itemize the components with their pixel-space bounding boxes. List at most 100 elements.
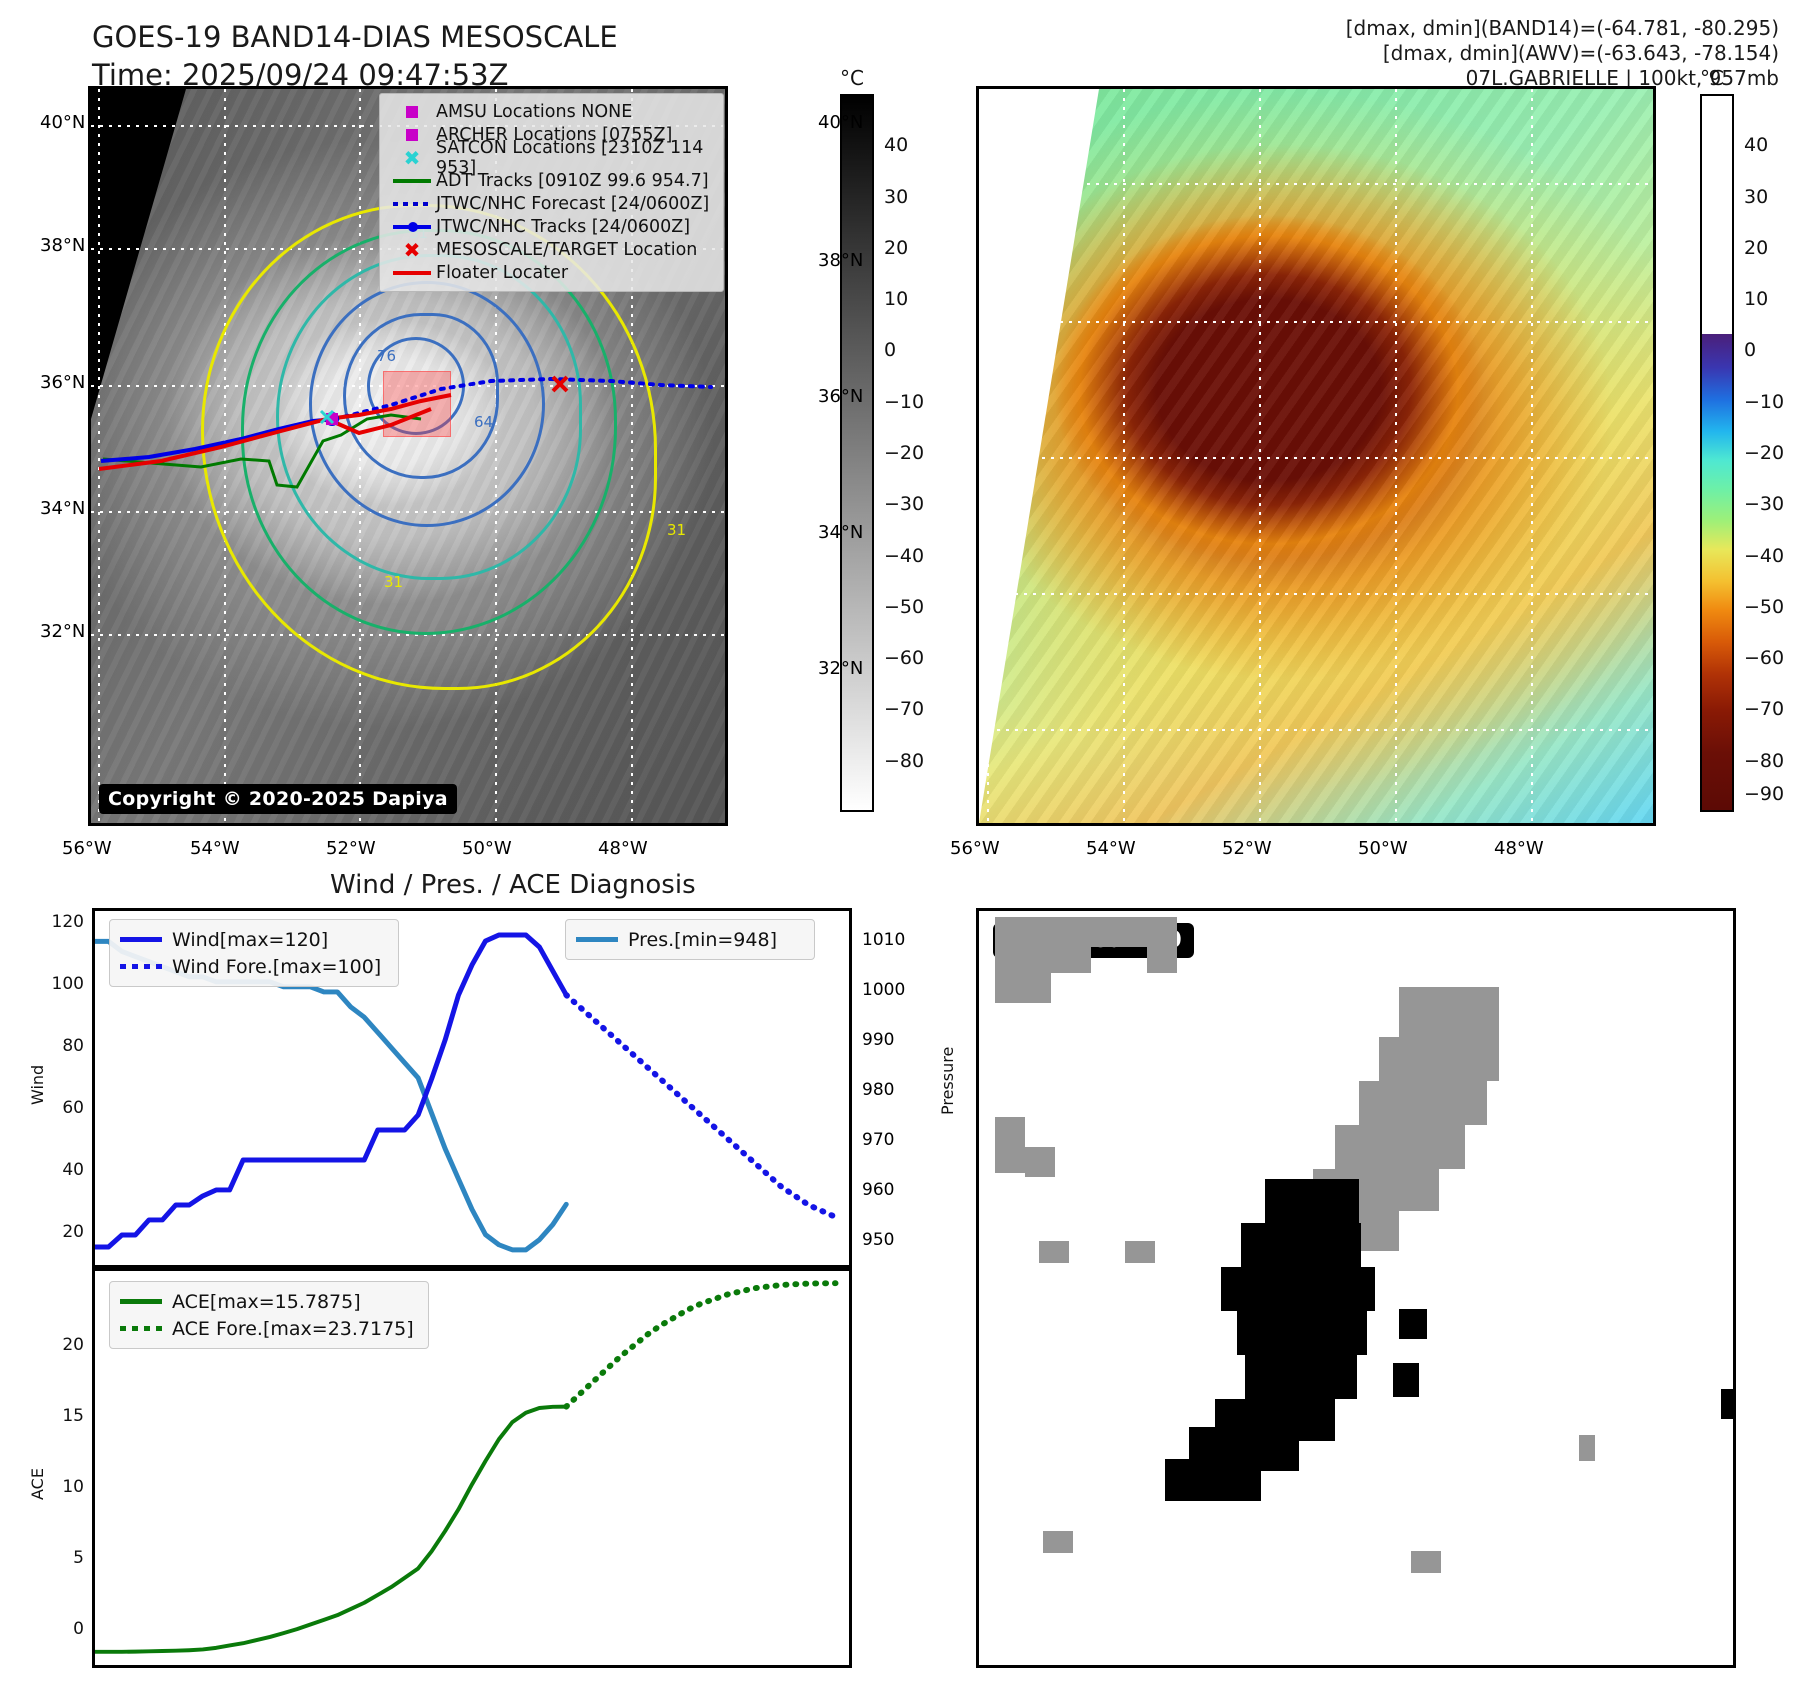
ace-legend-item-actual[interactable]: ACE[max=15.7875] bbox=[120, 1288, 418, 1315]
wmg-black-cell bbox=[1265, 1179, 1359, 1223]
wind-legend: Wind[max=120] Wind Fore.[max=100] bbox=[109, 919, 399, 987]
pressure-legend-label: Pres.[min=948] bbox=[628, 928, 777, 951]
right-lon-tick-48: 48°W bbox=[1494, 838, 1544, 859]
ace-ytick-5: 5 bbox=[73, 1548, 84, 1568]
left-colorbar-ticks: 40 30 20 10 0 −10 −20 −30 −40 −50 −60 −7… bbox=[884, 134, 925, 772]
right-gridline-lon-48 bbox=[1531, 89, 1533, 823]
ace-plot-area bbox=[95, 1280, 839, 1654]
pres-ytick-980: 980 bbox=[862, 1080, 895, 1100]
right-lat-tick-34: 34°N bbox=[818, 522, 864, 543]
ace-solid-line-icon bbox=[120, 1299, 172, 1304]
legend-item-satcon[interactable]: ✖ SATCON Locations [2310Z 114 953] bbox=[388, 138, 715, 178]
wind-dotted-line-icon bbox=[120, 964, 172, 969]
pres-ytick-950: 950 bbox=[862, 1230, 895, 1250]
left-lon-tick-56: 56°W bbox=[62, 838, 112, 859]
pres-ytick-990: 990 bbox=[862, 1030, 895, 1050]
wmg-black-cell bbox=[1399, 1309, 1427, 1339]
mesoscale-target-marker bbox=[551, 375, 569, 393]
left-ir-map-panel[interactable]: 31 76 64 31 31 AMSU Locations NONE ARCHE… bbox=[88, 86, 728, 826]
legend-label-archer: ARCHER Locations [0755Z] bbox=[436, 124, 673, 145]
wind-pressure-chart[interactable]: Wind[max=120] Wind Fore.[max=100] Pres.[… bbox=[92, 908, 852, 1268]
legend-item-mesoscale[interactable]: ✖ MESOSCALE/TARGET Location bbox=[388, 238, 715, 261]
contour-label-64: 64 bbox=[474, 413, 494, 431]
wmg-black-cell bbox=[1721, 1389, 1733, 1419]
ace-legend-item-forecast[interactable]: ACE Fore.[max=23.7175] bbox=[120, 1315, 418, 1342]
legend-label-mesoscale: MESOSCALE/TARGET Location bbox=[436, 239, 698, 260]
pressure-legend-item[interactable]: Pres.[min=948] bbox=[576, 926, 804, 953]
right-gridline-lon-50 bbox=[1395, 89, 1397, 823]
ace-ytick-20: 20 bbox=[62, 1335, 84, 1355]
wmg-grey-cell bbox=[1335, 1125, 1465, 1169]
adt-track-line bbox=[102, 413, 422, 489]
wmg-grey-cell bbox=[995, 1117, 1025, 1173]
legend-item-floater[interactable]: Floater Locater bbox=[388, 261, 715, 284]
legend-item-archer[interactable]: ARCHER Locations [0755Z] bbox=[388, 123, 715, 146]
diagnosis-title: Wind / Pres. / ACE Diagnosis bbox=[330, 870, 696, 900]
contour-label-31c: 31 bbox=[667, 521, 687, 539]
satcon-location-marker bbox=[319, 409, 335, 425]
wind-yaxis: 120 100 80 60 40 20 bbox=[10, 908, 84, 1268]
wind-legend-label-forecast: Wind Fore.[max=100] bbox=[172, 955, 382, 978]
right-lat-tick-40: 40°N bbox=[818, 112, 864, 133]
right-gridline-lat-34 bbox=[979, 593, 1653, 595]
pressure-yaxis: 1010 1000 990 980 970 960 950 bbox=[862, 908, 952, 1268]
gridline-lon-56 bbox=[98, 89, 100, 823]
wind-legend-item-actual[interactable]: Wind[max=120] bbox=[120, 926, 388, 953]
wmg-black-cell bbox=[1221, 1267, 1375, 1311]
wind-solid-line-icon bbox=[120, 937, 172, 942]
ace-axis-label: ACE bbox=[28, 1468, 47, 1500]
left-lon-tick-52: 52°W bbox=[326, 838, 376, 859]
left-lat-tick-38: 38°N bbox=[40, 235, 86, 256]
right-lat-tick-32: 32°N bbox=[818, 658, 864, 679]
wind-ytick-100: 100 bbox=[51, 974, 84, 994]
wind-ytick-20: 20 bbox=[62, 1222, 84, 1242]
pressure-axis-label: Pressure bbox=[938, 1046, 957, 1115]
legend-item-amsu[interactable]: AMSU Locations NONE bbox=[388, 100, 715, 123]
page-title: GOES-19 BAND14-DIAS MESOSCALE Time: 2025… bbox=[92, 18, 852, 94]
wmg-black-cell bbox=[1393, 1363, 1419, 1397]
wmg-grey-cell bbox=[1359, 1081, 1487, 1125]
wmg-black-cell bbox=[1245, 1355, 1357, 1399]
right-gridline-lat-40 bbox=[979, 183, 1653, 185]
wmg-grey-cell bbox=[1025, 1147, 1055, 1177]
left-colorbar-unit: °C bbox=[840, 66, 864, 90]
amsu-square-icon bbox=[388, 105, 436, 118]
copyright-badge: Copyright © 2020-2025 Dapiya bbox=[99, 784, 457, 814]
wmg-grey-cell bbox=[1399, 987, 1499, 1037]
wmg-black-cell bbox=[1237, 1311, 1367, 1355]
satcon-x-icon: ✖ bbox=[403, 145, 421, 170]
right-lat-tick-36: 36°N bbox=[818, 386, 864, 407]
contour-label-31b: 31 bbox=[384, 573, 404, 591]
right-gridline-lon-54 bbox=[1123, 89, 1125, 823]
contour-label-76: 76 bbox=[377, 347, 397, 365]
wmg-grey-cell bbox=[1091, 917, 1147, 947]
right-gridline-lat-32 bbox=[979, 729, 1653, 731]
left-colorbar: °C 40 30 20 10 0 −10 −20 −30 −40 −50 −60… bbox=[840, 66, 960, 836]
pressure-legend: Pres.[min=948] bbox=[565, 919, 815, 960]
wmg-grey-cell bbox=[1411, 1551, 1441, 1573]
left-lat-tick-32: 32°N bbox=[40, 621, 86, 642]
wmg-grey-cell bbox=[1039, 1241, 1069, 1263]
legend-item-jtwc-forecast[interactable]: JTWC/NHC Forecast [24/0600Z] bbox=[388, 192, 715, 215]
ace-legend: ACE[max=15.7875] ACE Fore.[max=23.7175] bbox=[109, 1281, 429, 1349]
pres-ytick-970: 970 bbox=[862, 1130, 895, 1150]
wmg-grey-cell bbox=[1043, 1531, 1073, 1553]
wind-legend-item-forecast[interactable]: Wind Fore.[max=100] bbox=[120, 953, 388, 980]
dmax-awv-line: [dmax, dmin](AWV)=(-63.643, -78.154) bbox=[1382, 41, 1779, 65]
wmg-black-cell bbox=[1165, 1459, 1261, 1501]
ace-yaxis: 20 15 10 5 0 bbox=[10, 1268, 84, 1668]
mesoscale-x-icon: ✖ bbox=[403, 237, 421, 262]
right-ir-map-panel[interactable] bbox=[976, 86, 1656, 826]
legend-item-adt[interactable]: ADT Tracks [0910Z 99.6 954.7] bbox=[388, 169, 715, 192]
wind-legend-label-actual: Wind[max=120] bbox=[172, 928, 329, 951]
legend-label-jtwc-forecast: JTWC/NHC Forecast [24/0600Z] bbox=[436, 193, 710, 214]
left-lon-tick-50: 50°W bbox=[462, 838, 512, 859]
legend-label-satcon: SATCON Locations [2310Z 114 953] bbox=[436, 137, 704, 178]
legend-item-jtwc-tracks[interactable]: JTWC/NHC Tracks [24/0600Z] bbox=[388, 215, 715, 238]
ace-chart[interactable]: ACE[max=15.7875] ACE Fore.[max=23.7175] bbox=[92, 1268, 852, 1668]
wmg-panel[interactable]: WMG Count: 0 bbox=[976, 908, 1736, 1668]
right-colorbar: °C 40 30 20 10 0 −10 −20 −30 −40 −50 −60… bbox=[1700, 66, 1797, 836]
archer-square-icon bbox=[388, 128, 436, 141]
pres-ytick-1010: 1010 bbox=[862, 930, 906, 950]
pressure-solid-line-icon bbox=[576, 937, 628, 942]
